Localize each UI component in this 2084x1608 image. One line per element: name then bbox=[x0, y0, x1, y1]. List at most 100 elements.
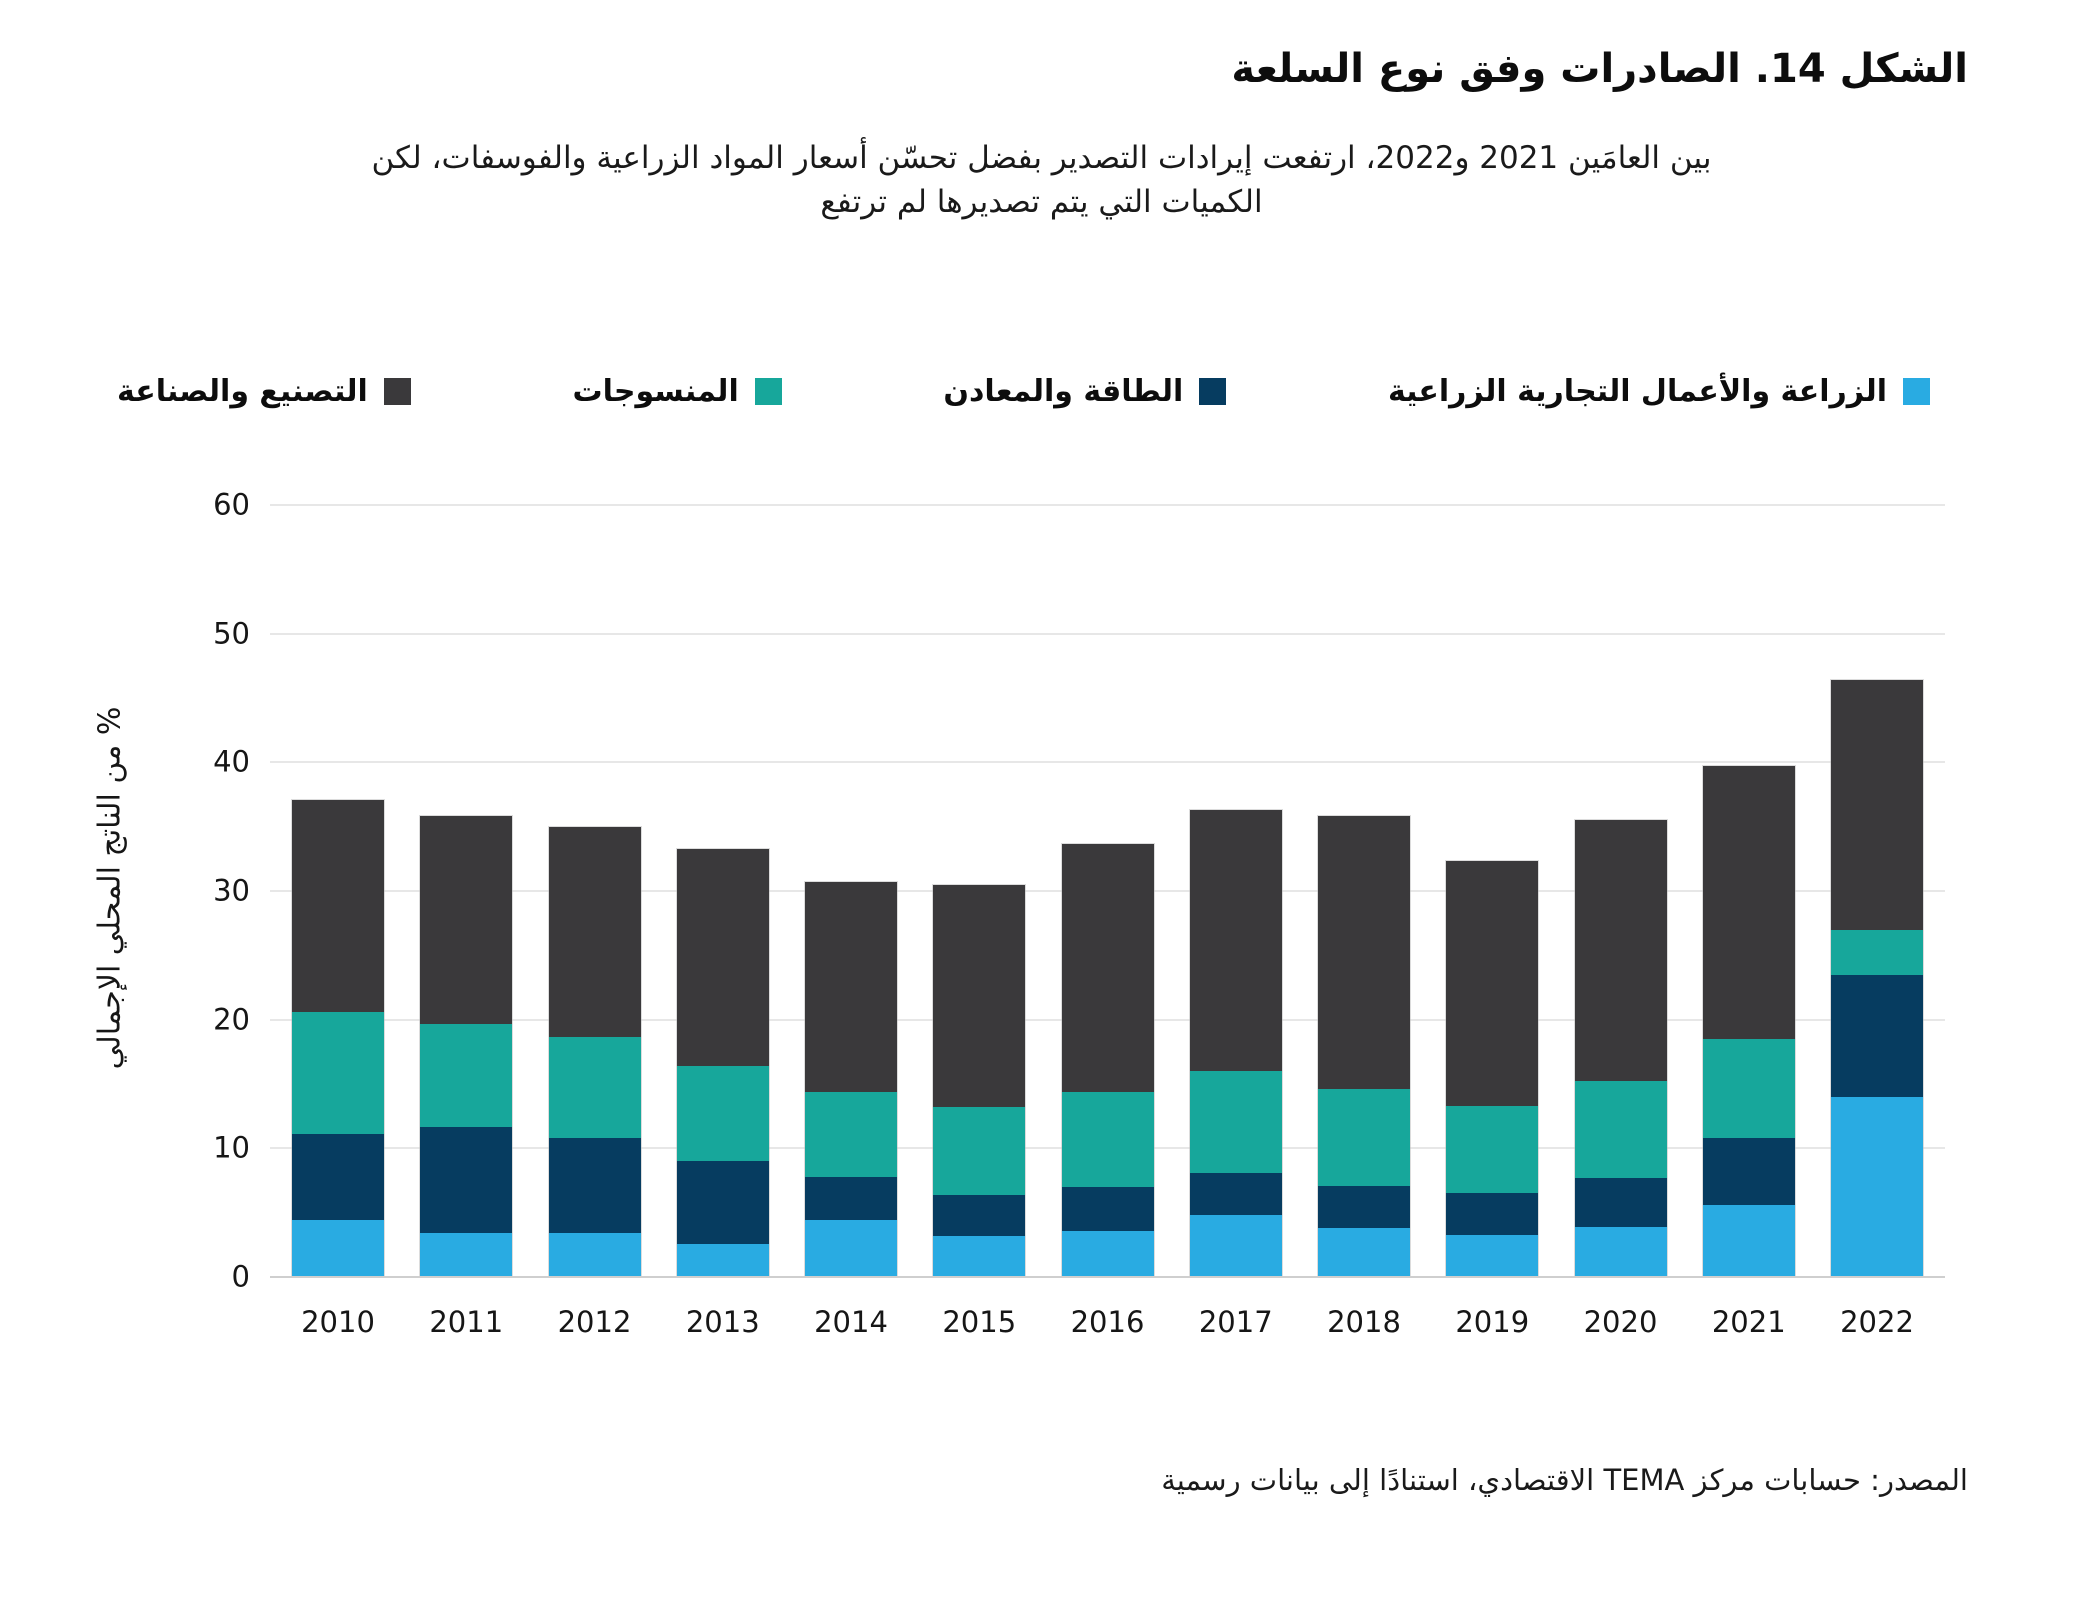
bar-2018-segment-manufacturing bbox=[1318, 816, 1410, 1090]
bar-2019 bbox=[1446, 861, 1539, 1278]
x-axis-label-2011: 2011 bbox=[429, 1305, 504, 1340]
bar-2018-segment-energy bbox=[1318, 1185, 1410, 1229]
bar-2019-segment-agriculture bbox=[1446, 1234, 1539, 1278]
bar-2012-segment-energy bbox=[548, 1138, 641, 1234]
x-axis-label-2017: 2017 bbox=[1198, 1305, 1273, 1340]
x-axis-label-2016: 2016 bbox=[1070, 1305, 1145, 1340]
bar-2011-segment-textiles bbox=[420, 1023, 513, 1127]
legend-item-agriculture: الزراعة والأعمال التجارية الزراعية bbox=[1388, 374, 1930, 409]
bar-2012 bbox=[548, 826, 641, 1278]
legend-label-textiles: المنسوجات bbox=[572, 374, 739, 410]
y-tick-label-30: 30 bbox=[213, 873, 250, 908]
x-axis-label-2010: 2010 bbox=[301, 1305, 375, 1340]
bar-2022-segment-energy bbox=[1831, 974, 1923, 1097]
legend-swatch-manufacturing-icon bbox=[383, 378, 411, 406]
bar-2019-segment-manufacturing bbox=[1446, 861, 1539, 1106]
x-labels: 2010 2011 2012 2013 2014 2015 2016 2017 2018 2019… bbox=[270, 1305, 1945, 1339]
bar-2017-segment-energy bbox=[1189, 1172, 1282, 1216]
bar-2016-segment-textiles bbox=[1061, 1091, 1154, 1188]
bar-2012-segment-agriculture bbox=[548, 1233, 641, 1278]
bar-2021-segment-agriculture bbox=[1702, 1204, 1795, 1278]
source-note: المصدر: حسابات مركز TEMA الاقتصادي، استن… bbox=[1161, 1463, 1968, 1498]
bar-2015-segment-manufacturing bbox=[933, 884, 1026, 1108]
bar-2015 bbox=[933, 884, 1026, 1278]
y-tick-label-50: 50 bbox=[213, 616, 250, 651]
bar-2016 bbox=[1061, 843, 1154, 1278]
bar-2021 bbox=[1702, 766, 1795, 1278]
y-tick-label-0: 0 bbox=[231, 1259, 250, 1294]
bar-2019-segment-textiles bbox=[1446, 1105, 1539, 1194]
y-tick-label-60: 60 bbox=[213, 487, 250, 522]
legend-label-agriculture: الزراعة والأعمال التجارية الزراعية bbox=[1387, 374, 1887, 410]
x-axis-label-2014: 2014 bbox=[814, 1305, 888, 1340]
bar-2021-segment-energy bbox=[1702, 1138, 1795, 1205]
bar-2011-segment-energy bbox=[420, 1126, 513, 1234]
bar-2010-segment-agriculture bbox=[292, 1220, 384, 1278]
bar-2021-segment-textiles bbox=[1702, 1038, 1795, 1139]
bar-2013-segment-manufacturing bbox=[676, 848, 769, 1067]
x-axis-label-2019: 2019 bbox=[1455, 1305, 1530, 1340]
bar-2018-segment-textiles bbox=[1318, 1089, 1410, 1186]
gridline-60 bbox=[270, 504, 1945, 507]
bar-2012-segment-manufacturing bbox=[548, 826, 641, 1037]
x-axis-label-2018: 2018 bbox=[1327, 1305, 1401, 1340]
x-axis-label-2015: 2015 bbox=[942, 1305, 1017, 1340]
bar-2015-segment-textiles bbox=[933, 1107, 1026, 1195]
bar-2014-segment-energy bbox=[805, 1176, 897, 1221]
bar-2011 bbox=[420, 816, 513, 1278]
bar-2018 bbox=[1318, 816, 1410, 1278]
figure-title: الشكل 14. الصادرات وفق نوع السلعة bbox=[1231, 46, 1968, 92]
bar-2019-segment-energy bbox=[1446, 1193, 1539, 1235]
legend-label-energy: الطاقة والمعادن bbox=[943, 374, 1184, 410]
legend-swatch-agriculture-icon bbox=[1903, 378, 1930, 406]
bars bbox=[270, 505, 1945, 1278]
bar-2021-segment-manufacturing bbox=[1702, 766, 1795, 1039]
bar-2017-segment-textiles bbox=[1189, 1071, 1282, 1173]
gridline-50 bbox=[270, 632, 1945, 635]
bar-2015-segment-agriculture bbox=[933, 1235, 1026, 1278]
bar-2022 bbox=[1831, 680, 1923, 1278]
gridline-40 bbox=[270, 761, 1945, 764]
bar-2015-segment-energy bbox=[933, 1194, 1026, 1236]
bar-2014-segment-textiles bbox=[805, 1091, 897, 1177]
bar-2020-segment-manufacturing bbox=[1574, 820, 1667, 1082]
bar-2013-segment-energy bbox=[676, 1161, 769, 1244]
bar-2013-segment-textiles bbox=[676, 1066, 769, 1162]
plot-area: 0 10 20 30 40 50 60 bbox=[213, 487, 1945, 1293]
bar-2013-segment-agriculture bbox=[676, 1243, 769, 1278]
x-axis-label-2022: 2022 bbox=[1840, 1305, 1914, 1340]
bar-2022-segment-manufacturing bbox=[1831, 680, 1923, 930]
bar-2017-segment-agriculture bbox=[1189, 1215, 1282, 1278]
x-axis-label-2012: 2012 bbox=[557, 1305, 632, 1340]
y-axis-title: % من الناتج المحلي الإجمالي bbox=[92, 706, 128, 1070]
legend-item-textiles: المنسوجات bbox=[572, 374, 782, 410]
y-tick-label-40: 40 bbox=[213, 744, 250, 779]
stacked-bar-chart: % من الناتج المحلي الإجمالي 0 10 20 30 40 50 6… bbox=[93, 487, 1968, 1351]
bar-2014-segment-manufacturing bbox=[805, 882, 897, 1092]
bar-2010 bbox=[292, 799, 384, 1278]
legend-swatch-energy-icon bbox=[1199, 378, 1227, 406]
bar-2012-segment-textiles bbox=[548, 1036, 641, 1139]
chart-legend: الزراعة والأعمال التجارية الزراعية الطاق… bbox=[115, 374, 1968, 409]
bar-2018-segment-agriculture bbox=[1318, 1228, 1410, 1278]
gridline-0 bbox=[270, 1276, 1945, 1279]
bar-2014-segment-agriculture bbox=[805, 1220, 897, 1278]
y-tick-label-20: 20 bbox=[213, 1002, 250, 1037]
bar-2022-segment-agriculture bbox=[1831, 1096, 1923, 1278]
bar-2020 bbox=[1574, 820, 1667, 1278]
bar-2020-segment-textiles bbox=[1574, 1081, 1667, 1178]
legend-item-manufacturing: التصنيع والصناعة bbox=[117, 374, 411, 409]
figure-subtitle: بين العامَين 2021 و2022، ارتفعت إيرادات … bbox=[371, 140, 1712, 221]
y-tick-label-10: 10 bbox=[213, 1130, 250, 1165]
legend-item-energy: الطاقة والمعادن bbox=[943, 374, 1227, 410]
legend-label-manufacturing: التصنيع والصناعة bbox=[117, 374, 368, 410]
bar-2010-segment-energy bbox=[292, 1134, 384, 1221]
x-axis-label-2021: 2021 bbox=[1711, 1305, 1786, 1340]
bar-2013 bbox=[676, 848, 769, 1278]
bar-2022-segment-textiles bbox=[1831, 929, 1923, 975]
bar-2020-segment-agriculture bbox=[1574, 1226, 1667, 1278]
bar-2016-segment-manufacturing bbox=[1061, 843, 1154, 1092]
bar-2010-segment-manufacturing bbox=[292, 799, 384, 1013]
x-axis-label-2020: 2020 bbox=[1583, 1305, 1658, 1340]
